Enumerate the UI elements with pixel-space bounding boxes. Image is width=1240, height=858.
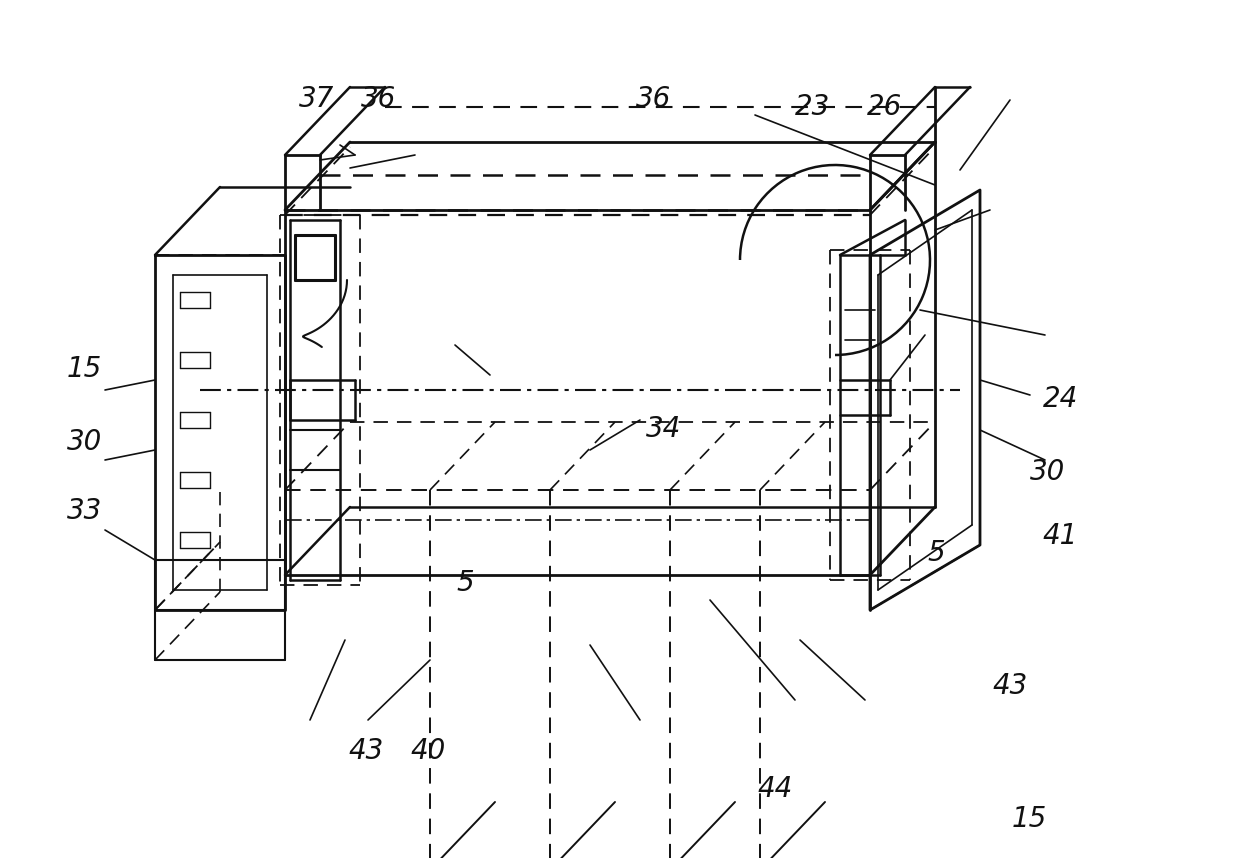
Text: 23: 23 xyxy=(795,94,830,121)
Text: 34: 34 xyxy=(646,415,681,443)
Text: 40: 40 xyxy=(410,737,445,764)
Text: 43: 43 xyxy=(348,737,383,764)
Text: 30: 30 xyxy=(67,428,102,456)
Text: 24: 24 xyxy=(1043,385,1078,413)
Text: 44: 44 xyxy=(758,776,792,803)
Text: 33: 33 xyxy=(67,497,102,524)
Text: 5: 5 xyxy=(928,540,945,567)
Text: 30: 30 xyxy=(1030,458,1065,486)
Text: 37: 37 xyxy=(299,85,334,112)
Text: 15: 15 xyxy=(1012,806,1047,833)
Text: 36: 36 xyxy=(636,85,671,112)
Text: 41: 41 xyxy=(1043,523,1078,550)
Text: 26: 26 xyxy=(867,94,901,121)
Text: 5: 5 xyxy=(456,570,474,597)
Text: 15: 15 xyxy=(67,355,102,383)
Text: 43: 43 xyxy=(993,673,1028,700)
Text: 36: 36 xyxy=(361,85,396,112)
